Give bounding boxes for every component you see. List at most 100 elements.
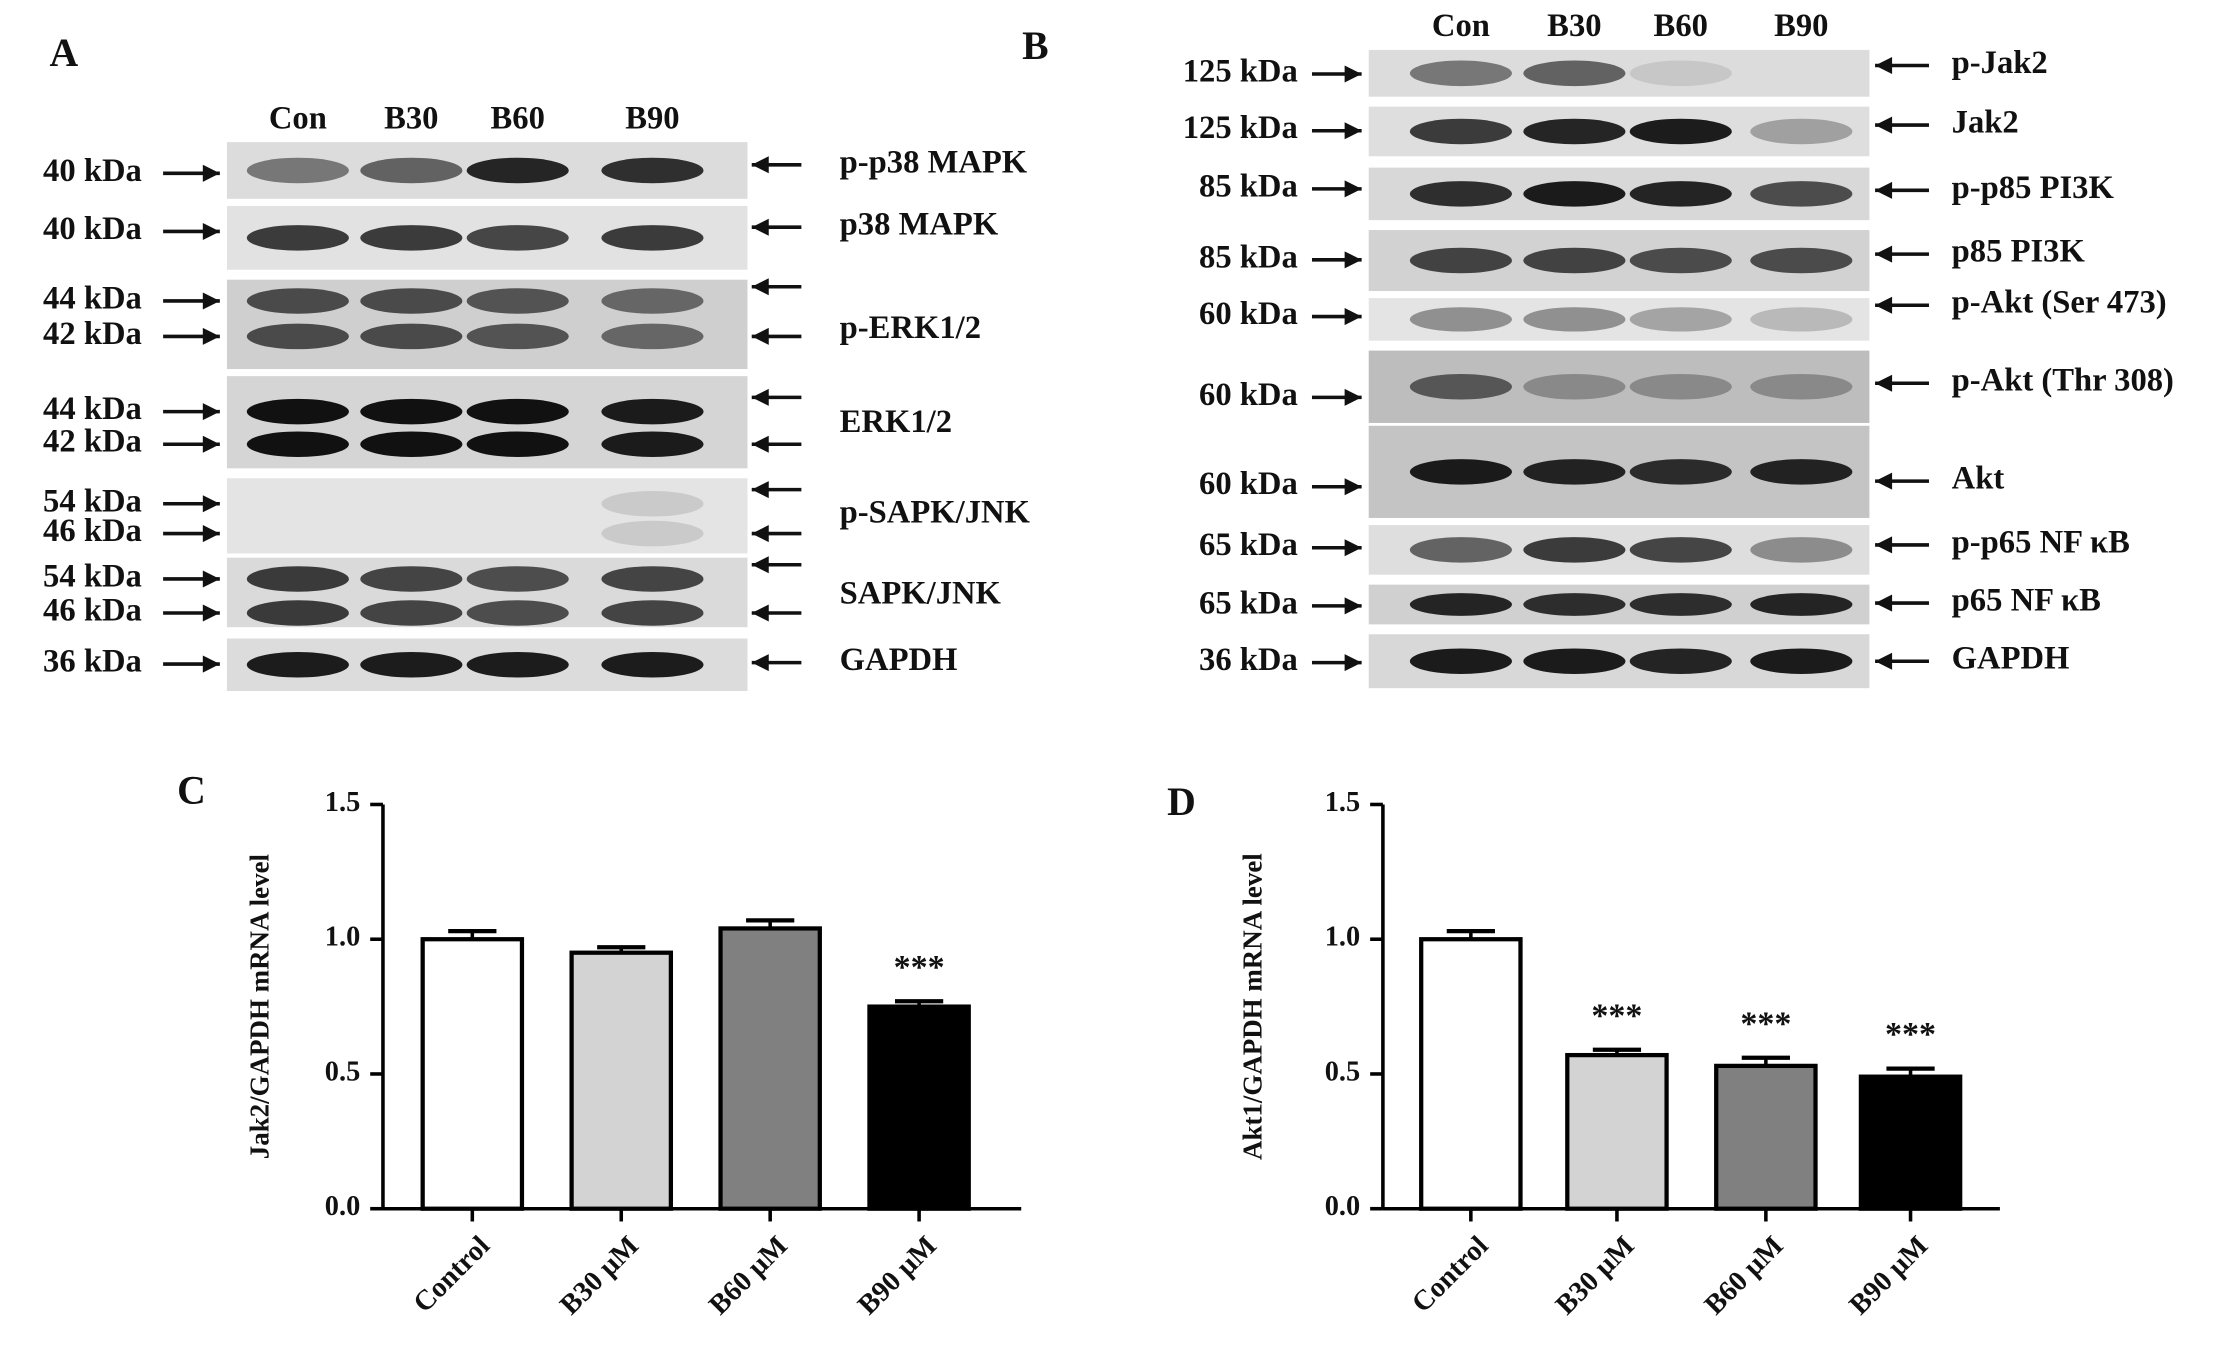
band	[246, 431, 349, 457]
arrow-head	[751, 435, 769, 453]
protein-label: p-Jak2	[1952, 45, 2048, 81]
band	[1750, 181, 1853, 207]
band	[1523, 459, 1626, 485]
band	[1409, 537, 1512, 563]
band	[466, 566, 569, 592]
band	[601, 520, 704, 547]
size-label: 44 kDa	[43, 391, 142, 427]
size-label: 65 kDa	[1199, 585, 1298, 621]
arrow-head	[1875, 472, 1893, 490]
significance: ***	[894, 949, 945, 986]
panel-letter: A	[49, 31, 78, 75]
bar	[1419, 937, 1523, 1211]
arrow-head	[202, 604, 220, 622]
protein-label: p85 PI3K	[1952, 234, 2086, 270]
protein-label: ERK1/2	[840, 404, 952, 440]
y-axis-label: Akt1/GAPDH mRNA level	[1237, 853, 1267, 1160]
band	[246, 225, 349, 251]
protein-label: p-p65 NF κB	[1952, 524, 2130, 560]
band	[1523, 537, 1626, 563]
size-label: 40 kDa	[43, 211, 142, 247]
band	[601, 398, 704, 425]
arrow-head	[751, 156, 769, 174]
arrow-head	[1344, 308, 1362, 326]
y-tick-label: 0.0	[1325, 1191, 1360, 1222]
band	[601, 323, 704, 350]
lane-label: B60	[1654, 8, 1708, 44]
size-label: 46 kDa	[43, 592, 142, 628]
band	[246, 323, 349, 350]
band	[1523, 60, 1626, 87]
arrow-head	[1344, 388, 1362, 406]
band	[1629, 181, 1732, 207]
band	[601, 600, 704, 626]
arrow-head	[202, 495, 220, 513]
band	[1629, 648, 1732, 674]
band	[1629, 247, 1732, 274]
band	[466, 288, 569, 314]
band	[1750, 593, 1853, 616]
protein-label: p-SAPK/JNK	[840, 495, 1031, 531]
arrow-head	[1344, 251, 1362, 269]
blot-strip	[226, 478, 748, 554]
y-tick-label: 0.5	[1325, 1056, 1360, 1087]
arrow-head	[202, 570, 220, 588]
band	[601, 566, 704, 592]
band	[246, 600, 349, 626]
band	[1629, 60, 1732, 87]
band	[360, 431, 463, 457]
size-label: 54 kDa	[43, 558, 142, 594]
band	[1750, 307, 1853, 332]
band	[360, 288, 463, 314]
blot-strip	[1368, 298, 1870, 341]
protein-label: Jak2	[1952, 105, 2019, 141]
band	[1629, 374, 1732, 400]
y-axis-label: Jak2/GAPDH mRNA level	[245, 853, 275, 1159]
protein-label: p-p38 MAPK	[840, 144, 1028, 180]
y-tick-label: 1.5	[1325, 787, 1360, 818]
band	[466, 225, 569, 251]
band	[1523, 307, 1626, 332]
band	[1523, 593, 1626, 616]
band	[1629, 459, 1732, 485]
size-label: 60 kDa	[1199, 466, 1298, 502]
size-label: 85 kDa	[1199, 239, 1298, 275]
arrow-head	[751, 327, 769, 345]
x-tick-label: B60 μM	[1699, 1230, 1790, 1321]
lane-label: B90	[625, 100, 679, 136]
size-label: 65 kDa	[1199, 527, 1298, 563]
bar	[569, 950, 674, 1211]
size-label: 125 kDa	[1183, 54, 1298, 90]
band	[466, 398, 569, 425]
y-tick-label: 0.0	[325, 1191, 360, 1222]
band	[360, 600, 463, 626]
band	[360, 398, 463, 425]
arrow-head	[751, 654, 769, 672]
arrow-head	[751, 481, 769, 499]
band	[1523, 247, 1626, 274]
band	[360, 157, 463, 184]
band	[1750, 118, 1853, 145]
lane-label: Con	[269, 100, 327, 136]
lane-label: B30	[384, 100, 438, 136]
band	[1629, 307, 1732, 332]
protein-label: p-p85 PI3K	[1952, 170, 2115, 206]
arrow-head	[1875, 374, 1893, 392]
band	[1523, 374, 1626, 400]
significance: ***	[1591, 997, 1642, 1034]
band	[246, 288, 349, 314]
protein-label: SAPK/JNK	[840, 575, 1002, 611]
lane-label: B90	[1774, 8, 1828, 44]
arrow-head	[1875, 652, 1893, 670]
band	[360, 652, 463, 678]
band	[601, 157, 704, 184]
band	[360, 323, 463, 350]
arrow-head	[1344, 597, 1362, 615]
bar	[1565, 1052, 1669, 1211]
arrow-head	[751, 388, 769, 406]
band	[466, 652, 569, 678]
arrow-head	[1875, 536, 1893, 554]
size-label: 36 kDa	[1199, 642, 1298, 678]
size-label: 46 kDa	[43, 513, 142, 549]
